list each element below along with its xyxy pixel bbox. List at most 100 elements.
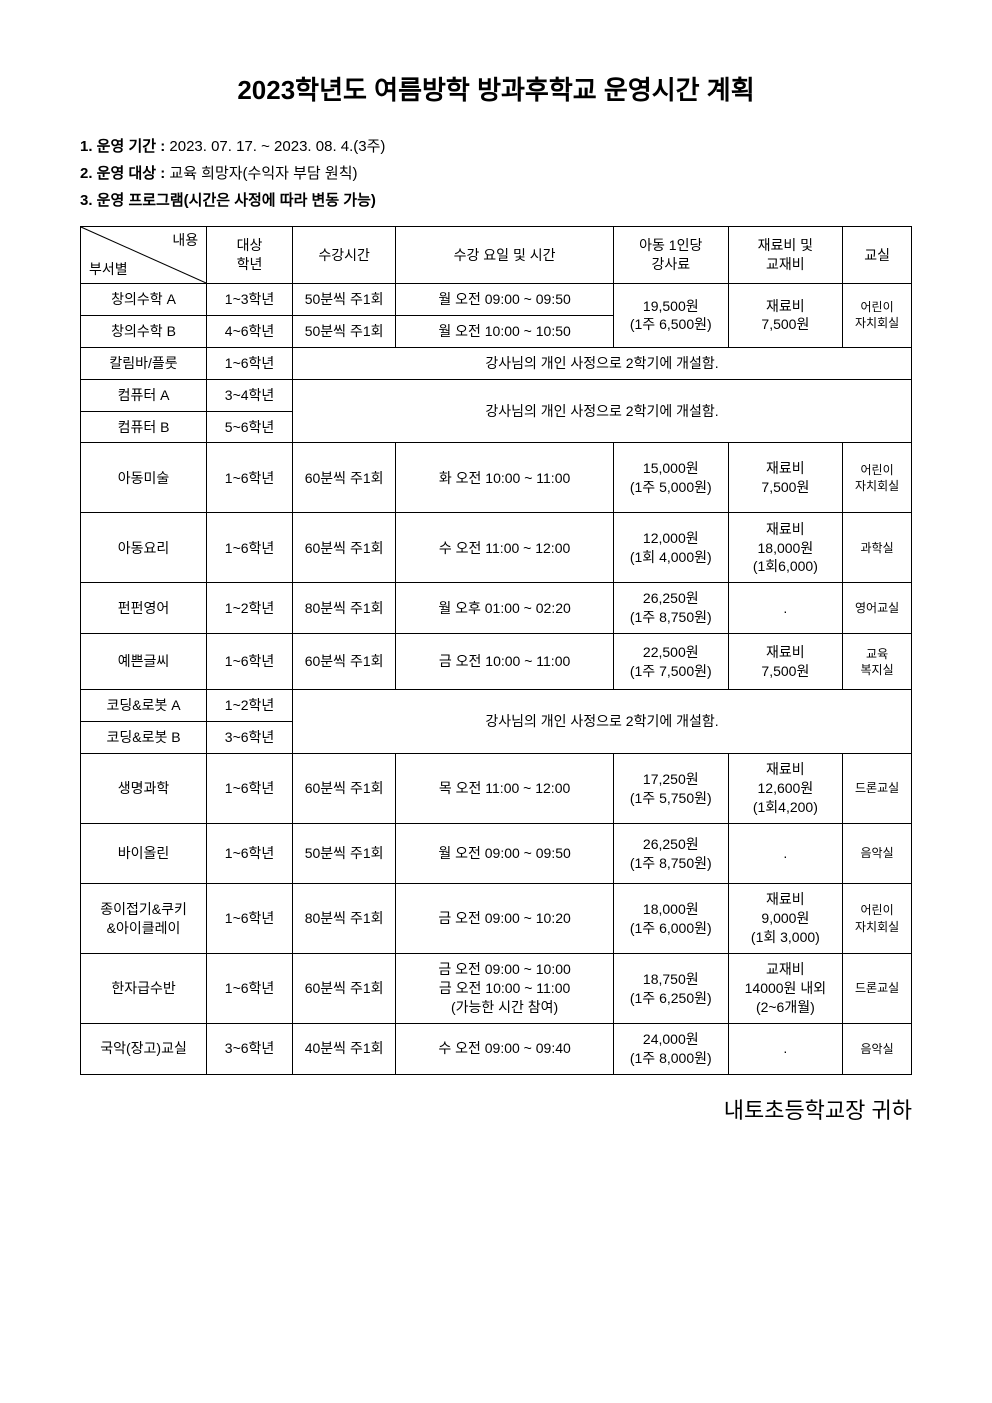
- cell-mat: 재료비18,000원(1회6,000): [728, 513, 843, 583]
- meta-line-target: 2. 운영 대상 : 교육 희망자(수익자 부담 원칙): [80, 162, 912, 183]
- cell-mat: .: [728, 824, 843, 884]
- meta-label-2: 2. 운영 대상 :: [80, 165, 165, 182]
- cell-time: 월 오후 01:00 ~ 02:20: [396, 583, 614, 634]
- table-row: 바이올린 1~6학년 50분씩 주1회 월 오전 09:00 ~ 09:50 2…: [81, 824, 912, 884]
- table-row: 칼림바/플룻 1~6학년 강사님의 개인 사정으로 2학기에 개설함.: [81, 347, 912, 379]
- header-grade: 대상학년: [207, 227, 293, 284]
- meta-value-2: 교육 희망자(수익자 부담 원칙): [169, 165, 357, 182]
- cell-room: 어린이자치회실: [843, 884, 912, 954]
- cell-time: 월 오전 09:00 ~ 09:50: [396, 824, 614, 884]
- cell-fee: 15,000원(1주 5,000원): [613, 443, 728, 513]
- cell-mat: 재료비12,600원(1회4,200): [728, 754, 843, 824]
- cell-grade: 3~4학년: [207, 379, 293, 411]
- cell-name: 코딩&로봇 A: [81, 690, 207, 722]
- cell-fee: 12,000원(1회 4,000원): [613, 513, 728, 583]
- cell-grade: 3~6학년: [207, 1024, 293, 1075]
- cell-fee: 26,250원(1주 8,750원): [613, 583, 728, 634]
- cell-room: 음악실: [843, 1024, 912, 1075]
- cell-name: 국악(장고)교실: [81, 1024, 207, 1075]
- cell-dur: 50분씩 주1회: [293, 315, 396, 347]
- cell-name: 아동요리: [81, 513, 207, 583]
- cell-time: 목 오전 11:00 ~ 12:00: [396, 754, 614, 824]
- cell-grade: 1~2학년: [207, 583, 293, 634]
- table-row: 아동미술 1~6학년 60분씩 주1회 화 오전 10:00 ~ 11:00 1…: [81, 443, 912, 513]
- table-row: 창의수학 A 1~3학년 50분씩 주1회 월 오전 09:00 ~ 09:50…: [81, 284, 912, 316]
- cell-mat: .: [728, 1024, 843, 1075]
- cell-room: 드론교실: [843, 954, 912, 1024]
- cell-name: 창의수학 B: [81, 315, 207, 347]
- cell-dur: 80분씩 주1회: [293, 884, 396, 954]
- cell-name: 생명과학: [81, 754, 207, 824]
- cell-room: 교육복지실: [843, 634, 912, 690]
- cell-grade: 4~6학년: [207, 315, 293, 347]
- header-material: 재료비 및교재비: [728, 227, 843, 284]
- schedule-table: 내용 부서별 대상학년 수강시간 수강 요일 및 시간 아동 1인당강사료 재료…: [80, 226, 912, 1075]
- cell-time: 수 오전 11:00 ~ 12:00: [396, 513, 614, 583]
- cell-name: 코딩&로봇 B: [81, 722, 207, 754]
- cell-grade: 1~2학년: [207, 690, 293, 722]
- header-diag-bot: 부서별: [89, 260, 128, 279]
- cell-dur: 50분씩 주1회: [293, 284, 396, 316]
- cell-dur: 60분씩 주1회: [293, 954, 396, 1024]
- cell-dur: 60분씩 주1회: [293, 634, 396, 690]
- cell-name: 펀펀영어: [81, 583, 207, 634]
- cell-fee: 26,250원(1주 8,750원): [613, 824, 728, 884]
- cell-name: 컴퓨터 B: [81, 411, 207, 443]
- cell-time: 금 오전 09:00 ~ 10:00금 오전 10:00 ~ 11:00(가능한…: [396, 954, 614, 1024]
- meta-line-period: 1. 운영 기간 : 2023. 07. 17. ~ 2023. 08. 4.(…: [80, 135, 912, 156]
- header-room: 교실: [843, 227, 912, 284]
- table-row: 종이접기&쿠키&아이클레이 1~6학년 80분씩 주1회 금 오전 09:00 …: [81, 884, 912, 954]
- page-title: 2023학년도 여름방학 방과후학교 운영시간 계획: [80, 70, 912, 107]
- table-row: 아동요리 1~6학년 60분씩 주1회 수 오전 11:00 ~ 12:00 1…: [81, 513, 912, 583]
- cell-dur: 80분씩 주1회: [293, 583, 396, 634]
- meta-value-1: 2023. 07. 17. ~ 2023. 08. 4.(3주): [169, 138, 385, 155]
- cell-dur: 50분씩 주1회: [293, 824, 396, 884]
- cell-room: 과학실: [843, 513, 912, 583]
- cell-name: 칼림바/플룻: [81, 347, 207, 379]
- meta-line-program: 3. 운영 프로그램(시간은 사정에 따라 변동 가능): [80, 189, 912, 210]
- table-row: 코딩&로봇 A 1~2학년 강사님의 개인 사정으로 2학기에 개설함.: [81, 690, 912, 722]
- cell-mat: 교재비14000원 내외(2~6개월): [728, 954, 843, 1024]
- cell-closed-notice: 강사님의 개인 사정으로 2학기에 개설함.: [293, 347, 912, 379]
- table-row: 예쁜글씨 1~6학년 60분씩 주1회 금 오전 10:00 ~ 11:00 2…: [81, 634, 912, 690]
- cell-fee: 18,750원(1주 6,250원): [613, 954, 728, 1024]
- cell-dur: 60분씩 주1회: [293, 754, 396, 824]
- cell-mat: 재료비7,500원: [728, 443, 843, 513]
- cell-grade: 1~6학년: [207, 954, 293, 1024]
- cell-fee: 22,500원(1주 7,500원): [613, 634, 728, 690]
- cell-dur: 60분씩 주1회: [293, 443, 396, 513]
- header-fee: 아동 1인당강사료: [613, 227, 728, 284]
- cell-name: 예쁜글씨: [81, 634, 207, 690]
- cell-room: 음악실: [843, 824, 912, 884]
- table-header-row: 내용 부서별 대상학년 수강시간 수강 요일 및 시간 아동 1인당강사료 재료…: [81, 227, 912, 284]
- cell-closed-notice: 강사님의 개인 사정으로 2학기에 개설함.: [293, 379, 912, 443]
- cell-grade: 5~6학년: [207, 411, 293, 443]
- cell-grade: 3~6학년: [207, 722, 293, 754]
- cell-grade: 1~6학년: [207, 443, 293, 513]
- cell-mat: .: [728, 583, 843, 634]
- table-row: 한자급수반 1~6학년 60분씩 주1회 금 오전 09:00 ~ 10:00금…: [81, 954, 912, 1024]
- header-diagonal-cell: 내용 부서별: [81, 227, 207, 284]
- cell-name: 종이접기&쿠키&아이클레이: [81, 884, 207, 954]
- cell-mat: 재료비9,000원(1회 3,000): [728, 884, 843, 954]
- cell-grade: 1~6학년: [207, 884, 293, 954]
- cell-dur: 40분씩 주1회: [293, 1024, 396, 1075]
- cell-room: 어린이자치회실: [843, 443, 912, 513]
- header-duration: 수강시간: [293, 227, 396, 284]
- cell-time: 금 오전 09:00 ~ 10:20: [396, 884, 614, 954]
- header-daytime: 수강 요일 및 시간: [396, 227, 614, 284]
- meta-label-1: 1. 운영 기간 :: [80, 138, 165, 155]
- cell-mat: 재료비7,500원: [728, 284, 843, 348]
- cell-closed-notice: 강사님의 개인 사정으로 2학기에 개설함.: [293, 690, 912, 754]
- document-page: 2023학년도 여름방학 방과후학교 운영시간 계획 1. 운영 기간 : 20…: [0, 0, 992, 1403]
- cell-name: 바이올린: [81, 824, 207, 884]
- cell-grade: 1~3학년: [207, 284, 293, 316]
- table-row: 국악(장고)교실 3~6학년 40분씩 주1회 수 오전 09:00 ~ 09:…: [81, 1024, 912, 1075]
- cell-fee: 17,250원(1주 5,750원): [613, 754, 728, 824]
- cell-time: 월 오전 10:00 ~ 10:50: [396, 315, 614, 347]
- table-row: 펀펀영어 1~2학년 80분씩 주1회 월 오후 01:00 ~ 02:20 2…: [81, 583, 912, 634]
- footer-signature: 내토초등학교장 귀하: [80, 1093, 912, 1125]
- cell-grade: 1~6학년: [207, 513, 293, 583]
- cell-time: 수 오전 09:00 ~ 09:40: [396, 1024, 614, 1075]
- cell-grade: 1~6학년: [207, 754, 293, 824]
